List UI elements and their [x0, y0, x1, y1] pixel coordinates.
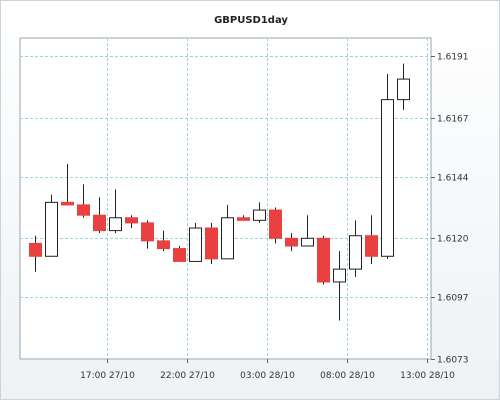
candle-body-bull [253, 209, 266, 221]
candle-body-bear [125, 217, 138, 224]
candle-body-bear [205, 227, 218, 260]
y-tick-label: 1.6167 [437, 115, 469, 125]
x-tick-label: 17:00 27/10 [80, 371, 135, 381]
candle-body-bear [157, 240, 170, 250]
plot-area [19, 37, 432, 360]
y-tick-label: 1.6191 [437, 53, 469, 63]
candle-body-bear [77, 204, 90, 216]
x-tick-label: 13:00 28/10 [400, 371, 455, 381]
y-tick-label: 1.6073 [437, 356, 469, 366]
candle-body-bull [381, 99, 394, 257]
candle-body-bear [173, 248, 186, 262]
x-tick-label: 03:00 28/10 [240, 371, 295, 381]
candle-body-bull [349, 235, 362, 270]
chart-title: GBPUSD1day [214, 15, 288, 26]
x-tick-label: 22:00 27/10 [160, 371, 215, 381]
candles [29, 63, 410, 321]
candle-body-bear [365, 235, 378, 257]
candle-body-bear [141, 222, 154, 242]
candle-body-bull [45, 201, 58, 257]
candle-body-bull [301, 237, 314, 247]
candle-body-bear [237, 217, 250, 221]
y-tick-label: 1.6120 [437, 235, 469, 245]
axes: 1.6073 1.6097 1.6120 1.6144 1.6167 1.6191 17:0… [80, 53, 469, 382]
candle-body-bull [221, 217, 234, 260]
candle-body-bear [29, 242, 42, 257]
y-tick-label: 1.6097 [437, 294, 469, 304]
candle-body-bear [317, 237, 330, 283]
y-tick-label: 1.6144 [437, 174, 469, 184]
candle-body-bear [285, 237, 298, 247]
candle-body-bear [269, 209, 282, 239]
candle-body-bull [189, 227, 202, 262]
candle-body-bull [397, 78, 410, 101]
candle-body-bull [333, 268, 346, 283]
candle-body-bull [109, 217, 122, 232]
grid-lines [20, 38, 431, 359]
x-tick-label: 08:00 28/10 [320, 371, 375, 381]
candle-body-bear [93, 214, 106, 232]
candle-body-bear [61, 201, 74, 206]
